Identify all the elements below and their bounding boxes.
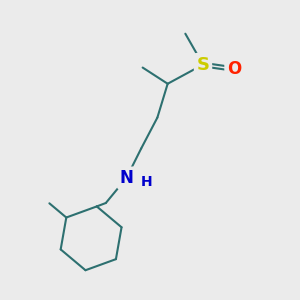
- Text: S: S: [196, 56, 209, 74]
- Text: N: N: [119, 169, 134, 187]
- Text: H: H: [141, 176, 153, 189]
- Text: O: O: [227, 60, 241, 78]
